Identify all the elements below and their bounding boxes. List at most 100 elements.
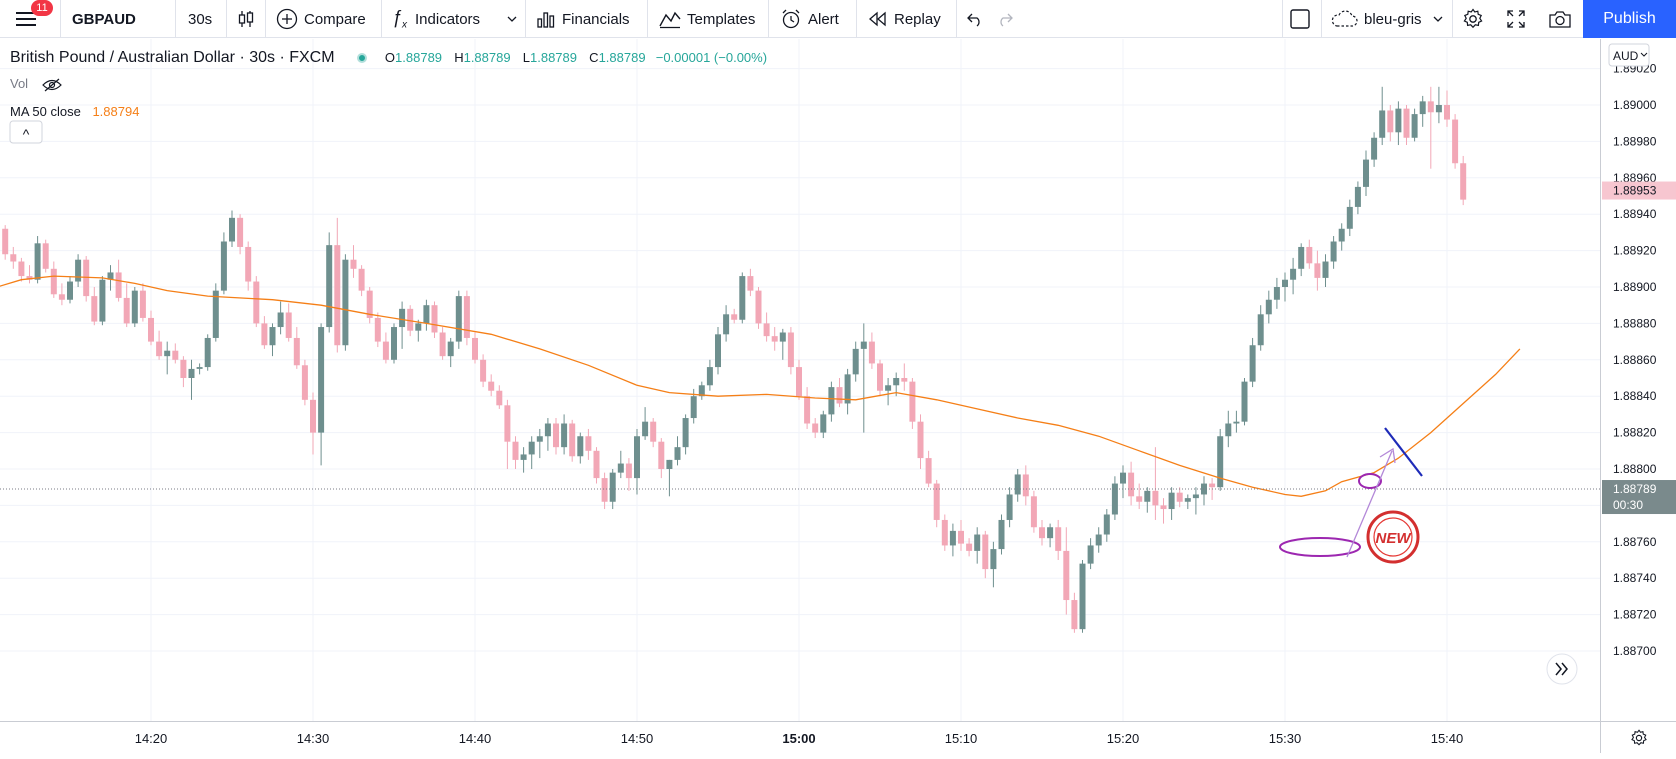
candle-body bbox=[925, 458, 932, 484]
ma-layer bbox=[0, 275, 1521, 497]
candle-body bbox=[998, 519, 1005, 550]
settings-button[interactable] bbox=[1462, 0, 1484, 38]
time-axis[interactable]: 14:20 14:30 14:40 14:50 15:00 15:10 15:20 15:30… bbox=[0, 721, 1600, 753]
templates-button[interactable]: Templates bbox=[659, 0, 755, 38]
snapshot-button[interactable] bbox=[1548, 0, 1572, 38]
close-label: C bbox=[589, 50, 599, 65]
low-value: 1.88789 bbox=[530, 50, 577, 65]
candle-body bbox=[1452, 119, 1459, 164]
layout-name-button[interactable]: bleu-gris bbox=[1330, 0, 1444, 38]
candle-body bbox=[650, 421, 657, 442]
currency-button[interactable]: AUD bbox=[1608, 43, 1650, 67]
volume-row[interactable]: Vol bbox=[10, 76, 62, 92]
symbol-search-button[interactable]: GBPAUD bbox=[72, 10, 136, 28]
candle-body bbox=[1176, 492, 1183, 502]
candle-body bbox=[812, 423, 819, 433]
market-status-dot bbox=[356, 53, 367, 64]
ma-line bbox=[0, 275, 1521, 497]
indicators-dropdown[interactable] bbox=[506, 0, 518, 38]
volume-label: Vol bbox=[10, 76, 29, 91]
candle-body bbox=[844, 374, 851, 404]
candle-body bbox=[431, 305, 438, 333]
chevron-down-icon bbox=[1640, 52, 1648, 57]
candle-body bbox=[1249, 345, 1256, 382]
price-axis-labels: 1.89000 1.88980 1.88960 1.88940 1.88920 1.889… bbox=[1602, 43, 1676, 658]
candle-body bbox=[1460, 163, 1467, 200]
candle-body bbox=[877, 363, 883, 391]
candle-body bbox=[909, 381, 916, 422]
ma-price-tag-label: 1.88953 bbox=[1613, 184, 1657, 198]
candle-body bbox=[1257, 314, 1264, 346]
candle-body bbox=[1403, 108, 1410, 138]
circle-drawing[interactable] bbox=[1279, 537, 1361, 557]
hamburger-icon bbox=[16, 12, 36, 26]
ma-row[interactable]: MA 50 close 1.88794 bbox=[10, 104, 139, 119]
collapse-legend-button[interactable]: ^ bbox=[9, 120, 43, 144]
candle-body bbox=[50, 268, 57, 295]
circle-drawing[interactable] bbox=[1358, 473, 1382, 489]
candle-body bbox=[455, 296, 462, 342]
fullscreen-layout-button[interactable] bbox=[1289, 0, 1311, 38]
price-tick-label: 1.88800 bbox=[1613, 462, 1657, 476]
alert-button[interactable]: Alert bbox=[780, 0, 839, 38]
redo-button[interactable] bbox=[996, 0, 1014, 38]
candle-body bbox=[553, 423, 559, 448]
candle-body bbox=[407, 308, 414, 331]
notification-badge: 11 bbox=[31, 0, 53, 16]
candle-body bbox=[115, 272, 122, 298]
candle-body bbox=[1136, 496, 1143, 502]
candle-body bbox=[269, 327, 276, 346]
candle-body bbox=[893, 378, 900, 386]
fullscreen-button[interactable] bbox=[1506, 0, 1526, 38]
candle-body bbox=[1039, 527, 1045, 539]
price-axis[interactable]: 1.89000 1.88980 1.88960 1.88940 1.88920 1.889… bbox=[1600, 39, 1676, 721]
scroll-to-realtime-button[interactable] bbox=[1546, 653, 1578, 685]
price-chart[interactable]: NEW ^ bbox=[0, 39, 1600, 721]
symbol-title[interactable]: British Pound / Australian Dollar · 30s … bbox=[10, 49, 335, 66]
candle-body bbox=[1209, 483, 1216, 488]
candle-body bbox=[1014, 474, 1021, 495]
chart-style-button[interactable] bbox=[236, 0, 256, 38]
interval-button[interactable]: 30s bbox=[188, 10, 213, 28]
trend-line-drawing[interactable] bbox=[1384, 427, 1423, 477]
financials-button[interactable]: Financials bbox=[536, 0, 630, 38]
candle-body bbox=[804, 396, 811, 424]
candle-body bbox=[148, 317, 154, 342]
publish-button[interactable]: Publish bbox=[1583, 0, 1676, 38]
legend-main-row: British Pound / Australian Dollar · 30s … bbox=[10, 49, 767, 67]
time-axis-labels: 14:20 14:30 14:40 14:50 15:00 15:10 15:20 15:30… bbox=[135, 731, 1464, 746]
compare-button[interactable]: Compare bbox=[276, 0, 366, 38]
ma-value: 1.88794 bbox=[92, 104, 140, 119]
axis-settings-button[interactable] bbox=[1600, 721, 1676, 753]
candle-body bbox=[123, 297, 130, 324]
drawings[interactable]: NEW bbox=[1279, 427, 1423, 564]
candle-body bbox=[706, 367, 713, 386]
candle-body bbox=[1225, 423, 1232, 437]
eye-hidden-icon[interactable] bbox=[41, 78, 62, 92]
new-badge: NEW bbox=[1366, 510, 1420, 564]
undo-button[interactable] bbox=[966, 0, 984, 38]
candle-body bbox=[2, 228, 9, 255]
candle-body bbox=[1444, 105, 1450, 120]
replay-button[interactable]: Replay bbox=[868, 0, 941, 38]
indicators-button[interactable]: ƒx Indicators bbox=[392, 0, 480, 38]
candle-body bbox=[415, 323, 422, 331]
price-tick-label: 1.88960 bbox=[1613, 171, 1657, 185]
candle-body bbox=[229, 217, 235, 242]
candle-body bbox=[1282, 279, 1288, 287]
candle-body bbox=[26, 276, 33, 280]
open-label: O bbox=[384, 50, 396, 65]
open-value: 1.88789 bbox=[395, 50, 443, 65]
candle-body bbox=[1055, 527, 1062, 551]
candle-body bbox=[382, 341, 389, 360]
candle-body bbox=[820, 414, 827, 433]
candle-body bbox=[358, 268, 365, 291]
main-menu-button[interactable] bbox=[16, 0, 36, 38]
time-tick-label: 15:00 bbox=[782, 731, 815, 746]
arrow-drawing[interactable] bbox=[1346, 450, 1393, 558]
candle-body bbox=[1030, 496, 1037, 528]
change-value: −0.00001 (−0.00%) bbox=[655, 50, 768, 65]
candle-body bbox=[836, 387, 843, 404]
candle-body bbox=[1087, 545, 1094, 564]
candle-body bbox=[1144, 490, 1151, 502]
